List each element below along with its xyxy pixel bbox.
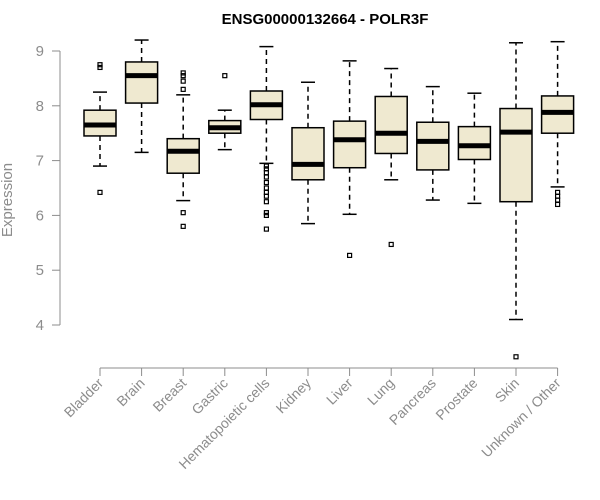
outlier-point bbox=[180, 70, 186, 76]
box-group bbox=[332, 60, 367, 259]
outlier-point bbox=[263, 163, 269, 169]
outlier-point bbox=[347, 252, 353, 259]
y-tick-label: 9 bbox=[36, 43, 44, 60]
outlier-point bbox=[180, 73, 186, 79]
outlier-point bbox=[222, 73, 228, 79]
box-group bbox=[166, 70, 200, 229]
outlier-point bbox=[180, 223, 186, 229]
box-group bbox=[249, 45, 284, 232]
outlier-point bbox=[263, 212, 269, 218]
plot-area bbox=[83, 39, 575, 360]
x-tick-label: Skin bbox=[492, 375, 523, 406]
outlier-point bbox=[97, 62, 103, 68]
box-group bbox=[124, 39, 159, 154]
iqr-box bbox=[166, 137, 200, 174]
y-axis: 4 5 6 7 8 9 bbox=[36, 43, 61, 334]
outlier-point bbox=[263, 199, 269, 205]
outlier-point bbox=[97, 64, 103, 71]
outlier-point bbox=[263, 179, 269, 186]
outlier-point bbox=[263, 226, 269, 232]
iqr-box bbox=[374, 95, 408, 155]
iqr-box bbox=[416, 121, 450, 171]
outlier-point bbox=[263, 174, 269, 180]
y-axis-label: Expression bbox=[0, 163, 16, 237]
box-group bbox=[208, 73, 242, 151]
x-tick-label: Liver bbox=[323, 375, 356, 408]
box-group bbox=[416, 85, 450, 201]
chart-title: ENSG00000132664 - POLR3F bbox=[222, 11, 429, 28]
y-tick-label: 5 bbox=[36, 262, 44, 279]
outlier-point bbox=[180, 210, 186, 216]
outlier-point bbox=[180, 78, 186, 84]
outlier-point bbox=[263, 193, 269, 199]
outlier-point bbox=[263, 210, 269, 216]
x-tick-label: Kidney bbox=[273, 375, 315, 417]
y-tick-label: 8 bbox=[36, 98, 44, 115]
box-group bbox=[291, 81, 325, 225]
x-tick-label: Lung bbox=[364, 375, 397, 408]
x-tick-label: Brain bbox=[113, 375, 147, 409]
y-tick-label: 7 bbox=[36, 153, 44, 170]
box-group bbox=[499, 42, 533, 360]
iqr-box bbox=[124, 61, 159, 104]
x-tick-label: Prostate bbox=[432, 375, 480, 423]
iqr-box bbox=[499, 107, 533, 203]
outlier-point bbox=[513, 354, 519, 360]
box-group bbox=[374, 67, 408, 248]
iqr-box bbox=[457, 125, 492, 161]
box-group bbox=[83, 62, 117, 195]
iqr-box bbox=[332, 120, 367, 169]
iqr-box bbox=[291, 126, 325, 181]
x-tick-label: Breast bbox=[149, 375, 189, 415]
y-tick-label: 6 bbox=[36, 207, 44, 224]
outlier-point bbox=[97, 189, 103, 195]
x-tick-label: Unknown / Other bbox=[478, 375, 564, 461]
outlier-point bbox=[554, 201, 561, 208]
box-group bbox=[457, 92, 492, 205]
outlier-point bbox=[388, 241, 394, 248]
outlier-point bbox=[180, 86, 186, 92]
outlier-point bbox=[263, 185, 269, 191]
box-group bbox=[540, 40, 575, 208]
x-tick-label: Bladder bbox=[61, 375, 107, 421]
y-tick-label: 4 bbox=[36, 317, 44, 334]
